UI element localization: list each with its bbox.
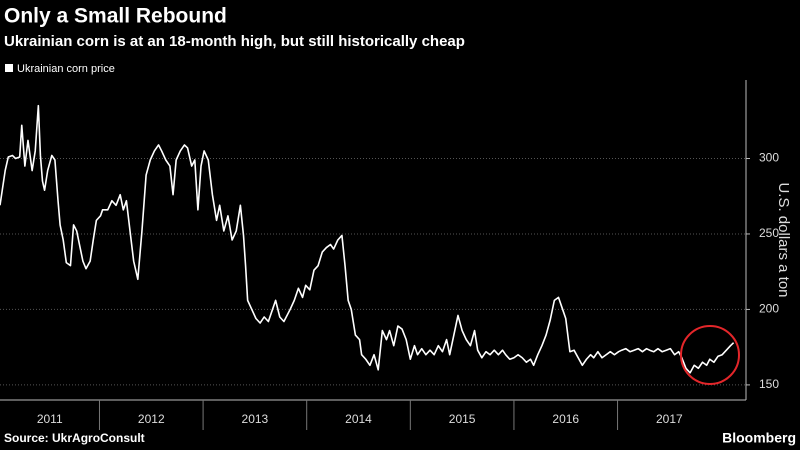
x-tick-label: 2011 <box>37 412 63 426</box>
x-tick-label: 2013 <box>242 412 269 426</box>
legend-swatch <box>5 64 13 72</box>
y-tick-label: 200 <box>759 302 779 316</box>
legend: Ukrainian corn price <box>5 63 115 75</box>
highlight-circle <box>680 325 740 385</box>
chart-subtitle: Ukrainian corn is at an 18-month high, b… <box>4 33 465 50</box>
x-tick-label: 2014 <box>345 412 372 426</box>
x-tick-label: 2015 <box>449 412 476 426</box>
y-axis-label: U.S. dollars a ton <box>775 182 792 297</box>
chart-title: Only a Small Rebound <box>4 5 227 28</box>
x-tick-label: 2016 <box>552 412 579 426</box>
y-tick-label: 300 <box>759 151 779 165</box>
x-tick-label: 2017 <box>656 412 683 426</box>
source: Source: UkrAgroConsult <box>4 431 145 445</box>
y-tick-label: 250 <box>759 226 779 240</box>
legend-label: Ukrainian corn price <box>17 63 115 75</box>
x-tick-label: 2012 <box>138 412 165 426</box>
price-line <box>0 104 735 374</box>
y-tick-label: 150 <box>759 377 779 391</box>
logo: Bloomberg <box>722 430 796 446</box>
